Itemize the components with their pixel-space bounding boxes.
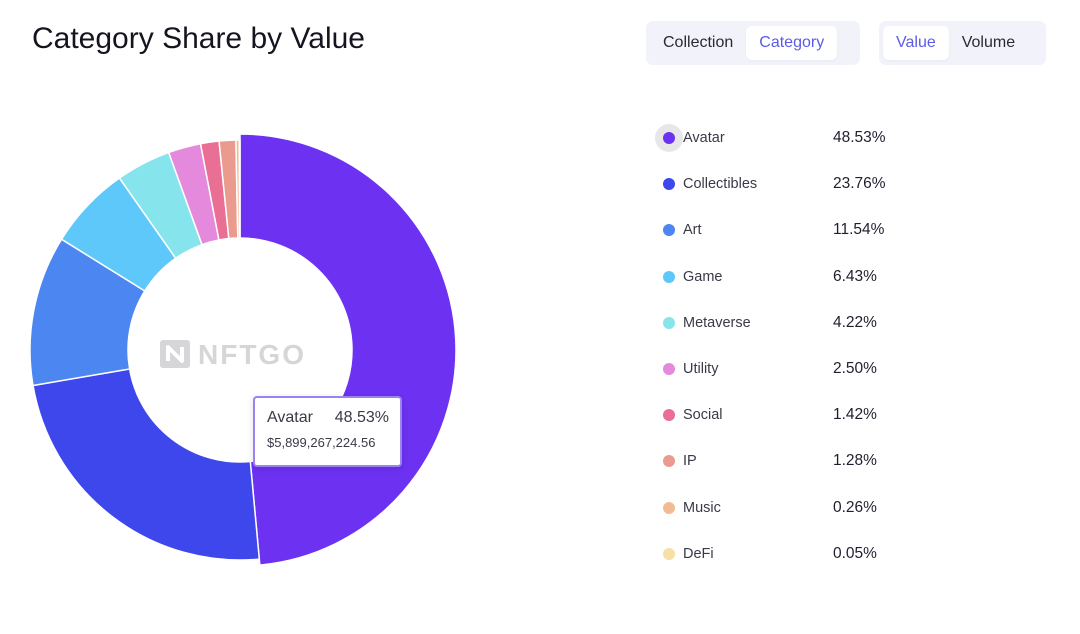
legend-item[interactable]: Utility 2.50%: [655, 346, 915, 392]
legend-percent: 4.22%: [833, 313, 877, 331]
watermark: NFTGO: [160, 339, 306, 370]
donut-chart: NFTGO: [29, 133, 457, 566]
legend-name: Avatar: [683, 130, 725, 147]
legend-percent: 0.05%: [833, 544, 877, 562]
legend-dot-icon: [663, 363, 675, 376]
tooltip-percent: 48.53%: [334, 409, 389, 426]
nftgo-logo-icon: [160, 340, 190, 368]
legend-item[interactable]: Social 1.42%: [655, 392, 915, 438]
tooltip-amount: $5,899,267,224.56: [267, 435, 376, 450]
legend-name: Utility: [683, 361, 719, 378]
legend-name: DeFi: [683, 545, 714, 562]
collection-tab[interactable]: Collection: [663, 34, 734, 51]
legend-percent: 1.42%: [833, 406, 877, 424]
legend-marker: [655, 170, 683, 198]
legend-dot-icon: [663, 547, 675, 560]
legend-name: Music: [683, 499, 721, 516]
legend-name: IP: [683, 453, 697, 470]
legend-item[interactable]: Metaverse 4.22%: [655, 300, 915, 346]
collection-category-toggle: Collection Category: [646, 21, 860, 65]
legend-dot-icon: [663, 270, 675, 283]
watermark-text: NFTGO: [198, 339, 306, 370]
legend-marker: [655, 124, 683, 153]
tooltip-name: Avatar: [267, 409, 313, 426]
legend-marker: [655, 216, 683, 244]
legend-dot-icon: [663, 316, 675, 329]
legend-dot-icon: [663, 224, 675, 237]
legend-dot-icon: [663, 132, 675, 145]
legend-marker: [655, 447, 683, 475]
slice-defi[interactable]: [238, 139, 241, 239]
legend-percent: 6.43%: [833, 267, 877, 285]
legend-marker: [655, 309, 683, 337]
legend-marker: [655, 494, 683, 522]
legend-percent: 23.76%: [833, 175, 886, 193]
legend-percent: 48.53%: [833, 129, 886, 147]
legend-item[interactable]: Art 11.54%: [655, 207, 915, 253]
legend-item[interactable]: Music 0.26%: [655, 485, 915, 531]
legend-percent: 1.28%: [833, 452, 877, 470]
legend-item[interactable]: Collectibles 23.76%: [655, 161, 915, 207]
legend-dot-icon: [663, 409, 675, 422]
value-tab[interactable]: Value: [883, 26, 949, 60]
page-title: Category Share by Value: [32, 22, 365, 55]
legend-dot-icon: [663, 501, 675, 514]
value-volume-toggle: Value Volume: [879, 21, 1046, 65]
legend-name: Metaverse: [683, 314, 751, 331]
legend-name: Game: [683, 268, 723, 285]
category-tab[interactable]: Category: [746, 26, 838, 60]
legend-name: Collectibles: [683, 176, 758, 193]
slice-collectibles[interactable]: [32, 368, 261, 561]
legend-percent: 11.54%: [833, 221, 885, 239]
legend-percent: 0.26%: [833, 498, 877, 516]
legend-marker: [655, 263, 683, 291]
legend-percent: 2.50%: [833, 360, 877, 378]
legend-item[interactable]: Game 6.43%: [655, 254, 915, 300]
legend-item[interactable]: DeFi 0.05%: [655, 531, 915, 577]
legend-name: Social: [683, 407, 723, 424]
volume-tab[interactable]: Volume: [961, 34, 1016, 51]
legend-marker: [655, 355, 683, 383]
legend-marker: [655, 540, 683, 568]
legend-dot-icon: [663, 455, 675, 468]
legend-dot-icon: [663, 178, 675, 191]
legend-name: Art: [683, 222, 702, 239]
chart-legend: Avatar 48.53% Collectibles 23.76% Art 11…: [655, 115, 915, 577]
legend-item[interactable]: IP 1.28%: [655, 438, 915, 484]
chart-tooltip: Avatar 48.53% $5,899,267,224.56: [253, 396, 402, 467]
legend-item[interactable]: Avatar 48.53%: [655, 115, 915, 161]
legend-marker: [655, 401, 683, 429]
